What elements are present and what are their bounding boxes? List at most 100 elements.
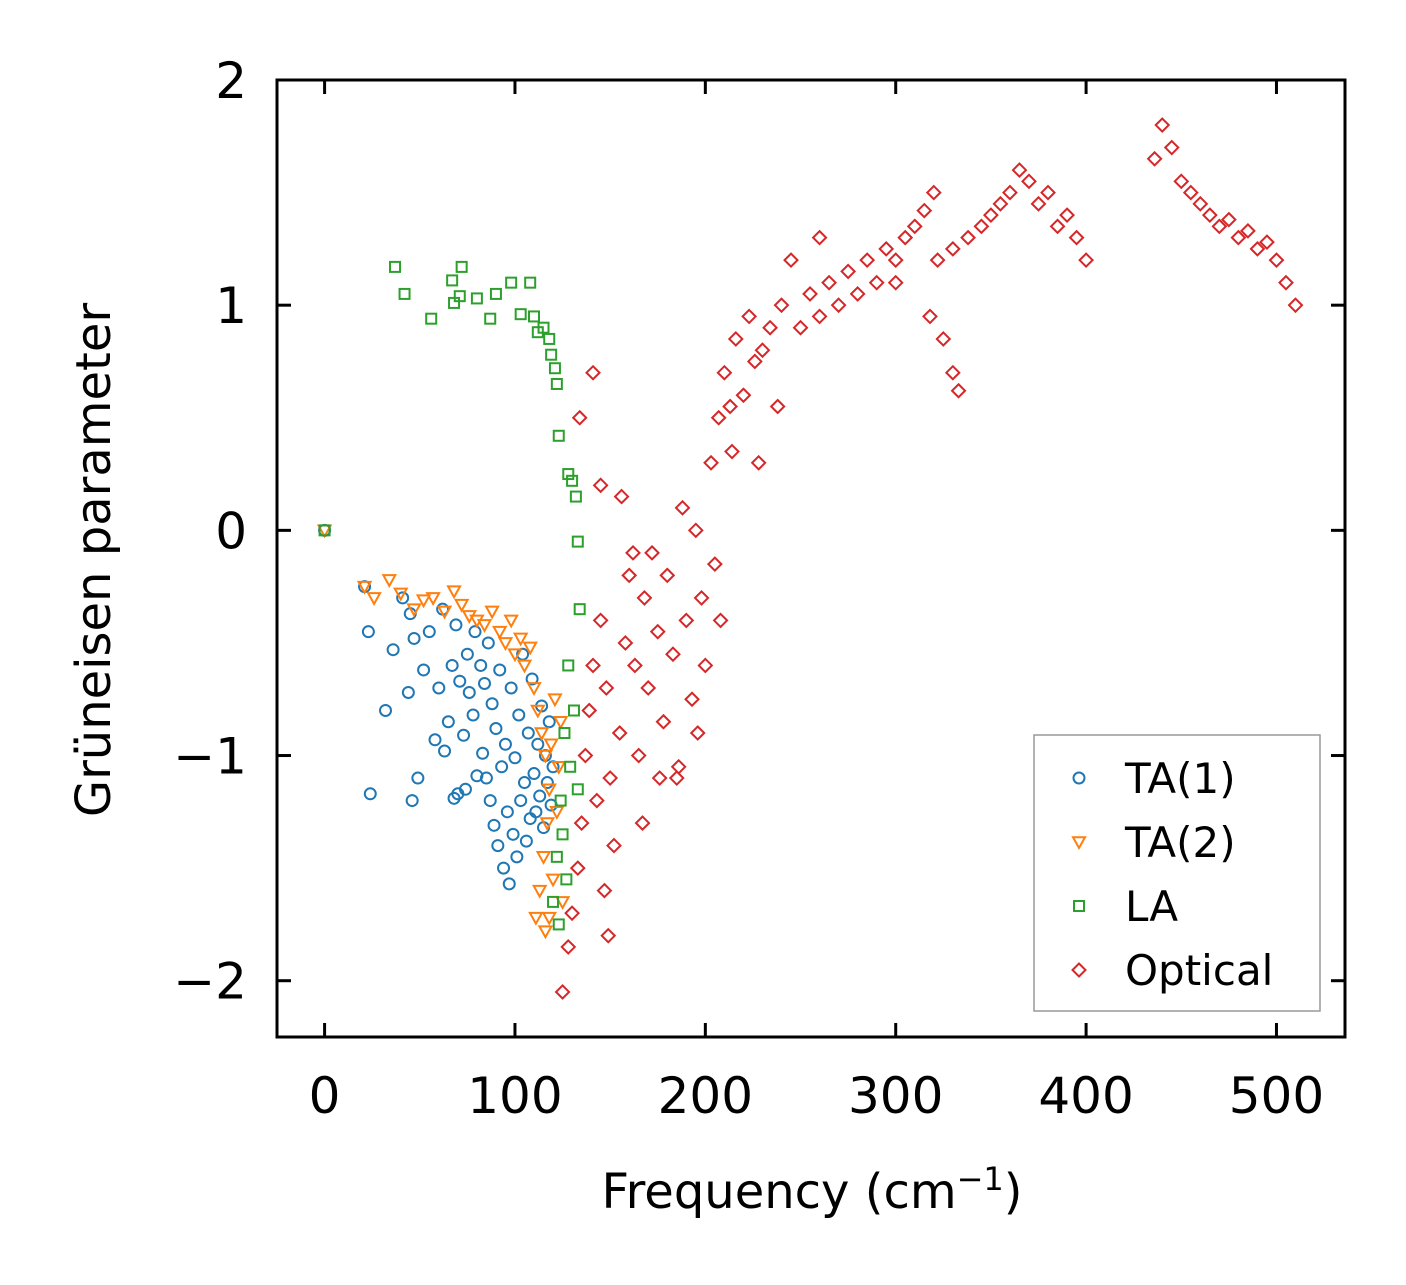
data-point [556,828,569,841]
data-point [687,522,704,539]
data-point [497,861,511,875]
data-point [712,612,729,629]
data-point [552,715,569,730]
data-point [716,364,733,381]
data-point [540,776,554,790]
data-point [1239,222,1256,239]
data-point [1154,117,1171,133]
data-point [649,623,666,640]
data-point [581,702,598,719]
data-point [478,676,492,690]
data-point [710,409,727,426]
x-tick-label: 200 [658,1067,753,1125]
data-point [703,454,719,471]
data-point [356,580,373,595]
data-point [541,783,557,798]
data-point [528,911,544,926]
data-point [381,574,398,588]
legend-label: TA(2) [1124,818,1236,867]
data-point [1268,252,1285,269]
data-point [453,290,466,303]
data-point [524,276,537,289]
data-point [849,286,866,302]
data-point [659,567,676,584]
data-point [554,984,571,1000]
data-point [361,625,375,639]
data-point [507,648,523,663]
data-point [592,477,609,494]
data-point [1002,184,1018,201]
data-point [1182,184,1199,201]
data-point [539,817,556,832]
data-point [935,331,952,347]
data-point [512,708,526,722]
data-point [560,939,577,955]
data-point [505,276,518,289]
data-point [1249,240,1266,257]
x-axis-label-sup: −1 [957,1160,1004,1198]
data-point [514,794,528,808]
data-point [552,918,565,931]
data-point [1278,274,1294,291]
data-point [554,794,567,807]
data-point [566,474,579,487]
data-point [1163,139,1180,156]
y-tick-label: 1 [215,277,247,335]
data-point [543,332,556,345]
data-point [929,252,946,269]
data-point [537,321,550,334]
data-point [405,794,419,808]
data-point [457,728,471,742]
data-point [497,637,514,652]
legend: TA(1) TA(2) LA Optical [1033,734,1321,1012]
data-point [569,860,586,877]
data-point [493,663,507,677]
data-point [516,659,533,674]
data-point [1201,207,1218,224]
data-point [651,770,668,786]
data-point [550,377,563,390]
data-point [476,619,493,633]
data-point [960,229,976,246]
data-point [598,680,615,696]
data-point [487,818,501,832]
data-point [411,771,425,785]
data-point [754,342,771,359]
data-point [485,697,499,711]
data-point [1049,218,1066,235]
data-point [535,851,552,865]
data-point [577,747,594,764]
data-point [944,364,961,381]
data-point [495,760,509,774]
data-point [432,681,446,695]
data-point [1078,252,1095,269]
data-point [527,767,541,781]
data-point [897,229,914,246]
data-point [611,725,628,741]
data-point [468,625,482,639]
legend-marker [1072,771,1086,785]
data-point [670,758,687,775]
data-point [466,708,480,722]
data-point [613,488,630,505]
data-point [481,636,495,650]
data-point [588,792,605,809]
data-point [453,598,470,613]
data-point [878,240,895,257]
data-point [783,252,799,269]
data-point [407,631,421,645]
data-point [445,658,459,672]
data-point [517,776,531,790]
data-point [551,760,567,775]
data-point [773,297,790,314]
data-point [406,603,422,618]
y-axis-label: Grüneisen parameter [66,303,122,818]
data-point [547,895,560,908]
data-point [1068,229,1085,246]
axis-ticks: 0 100 200 300 400 500 −2 −1 0 1 2 [173,52,1345,1125]
data-point [906,218,923,235]
data-point [626,657,643,674]
data-point [922,308,938,325]
data-point [542,715,556,729]
data-point [727,331,744,347]
